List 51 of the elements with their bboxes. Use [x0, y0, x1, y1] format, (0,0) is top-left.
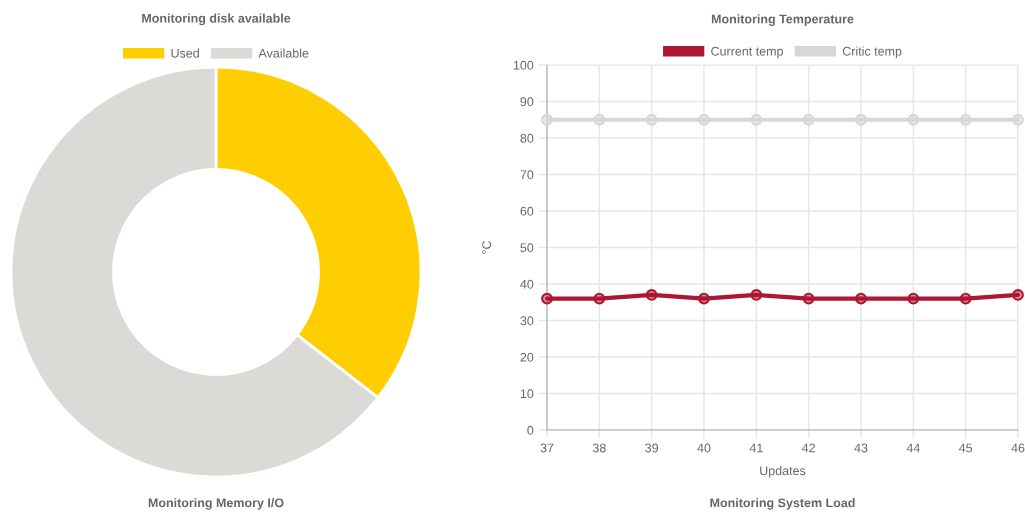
y-tick-label: 60 — [520, 206, 534, 216]
x-tick-label: 38 — [592, 443, 606, 453]
legend-label: Used — [171, 48, 199, 58]
x-tick-label: 46 — [1011, 443, 1025, 453]
chart-title: Monitoring Temperature — [711, 14, 854, 26]
point — [907, 113, 920, 126]
point — [907, 292, 920, 305]
y-tick-label: 100 — [513, 60, 534, 70]
point — [750, 289, 763, 301]
point — [698, 292, 710, 305]
point — [698, 113, 710, 126]
y-tick-label: 50 — [520, 243, 534, 253]
point — [802, 113, 815, 126]
point — [541, 113, 553, 126]
y-tick-label: 0 — [527, 425, 534, 435]
x-tick-label: 40 — [697, 443, 711, 453]
point — [541, 292, 553, 305]
y-tick-label: 20 — [520, 352, 534, 362]
x-tick-label: 45 — [959, 443, 973, 453]
point — [593, 113, 606, 126]
text: Monitoring Memory I/O — [148, 498, 284, 510]
x-tick-label: 41 — [749, 443, 763, 453]
y-tick-label: 30 — [520, 316, 534, 326]
legend-label: Current temp — [711, 46, 783, 59]
point — [855, 113, 867, 126]
x-tick-label: 44 — [906, 443, 920, 453]
y-tick-label: 90 — [520, 97, 534, 107]
y-tick-label: 40 — [520, 279, 534, 289]
point — [645, 113, 658, 126]
x-tick-label: 43 — [854, 443, 868, 453]
point — [959, 113, 972, 126]
point — [959, 292, 972, 305]
point — [1012, 289, 1024, 301]
chart-title: Monitoring disk available — [142, 13, 291, 26]
x-tick-label: 37 — [540, 443, 554, 453]
x-axis-title: Updates — [760, 465, 806, 478]
point — [802, 292, 815, 305]
point — [645, 289, 658, 301]
y-tick-label: 80 — [520, 133, 534, 143]
y-axis-title: °C — [482, 240, 492, 254]
point — [1012, 113, 1024, 126]
legend-label: Critic temp — [842, 46, 902, 59]
point — [855, 292, 867, 305]
y-tick-label: 10 — [520, 389, 534, 399]
text: Monitoring System Load — [710, 498, 855, 510]
x-tick-label: 39 — [645, 443, 659, 453]
point — [750, 113, 763, 126]
point — [593, 292, 606, 305]
legend-label: Available — [258, 48, 309, 58]
x-tick-label: 42 — [802, 443, 815, 453]
y-tick-label: 70 — [520, 170, 534, 180]
